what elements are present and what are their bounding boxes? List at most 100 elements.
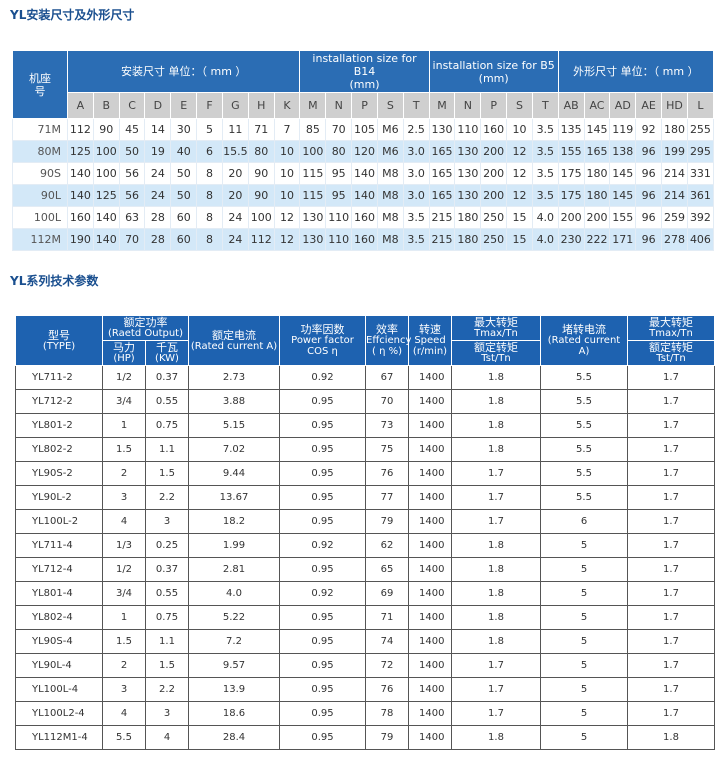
table-cell: 160 — [351, 206, 378, 229]
table-cell: 1/2 — [102, 557, 146, 582]
group-header: installation size for B14 (mm) — [299, 50, 430, 93]
table-cell: 215 — [428, 228, 456, 251]
table-cell: 3.0 — [402, 184, 430, 207]
table-cell: 0.95 — [279, 701, 366, 726]
table-row: YL90S-2 2 1.5 9.44 0.95 76 1400 1.7 5.5 1.7 — [15, 461, 715, 486]
table-cell: 130 — [299, 228, 327, 251]
table-cell: 140 — [351, 162, 378, 185]
table-cell: 24 — [221, 228, 249, 251]
table-cell: 145 — [583, 118, 611, 141]
table-cell: 3/4 — [102, 389, 146, 414]
table-cell: YL801-2 — [15, 413, 103, 438]
table-cell: 5.5 — [102, 725, 146, 750]
table-cell: 100 — [92, 162, 120, 185]
table-cell: 74 — [365, 629, 409, 654]
table-cell: YL90S-2 — [15, 461, 103, 486]
table-cell: 1/3 — [102, 533, 146, 558]
table-cell: 1 — [102, 605, 146, 630]
table-cell: 5 — [196, 118, 223, 141]
header-line: Tst/Tn — [656, 353, 686, 364]
header-line: 型号 — [48, 328, 70, 342]
parameter-table: 型号 (TYPE) 额定功率 (Raetd Output) 额定电流 (Rated cur… — [15, 315, 715, 750]
column-header: P — [351, 92, 378, 119]
table-cell: M6 — [376, 140, 404, 163]
table-cell: 1400 — [408, 437, 452, 462]
table-cell: 115 — [299, 184, 327, 207]
table-cell: 1.7 — [627, 701, 715, 726]
header-cell: 最大转矩 Tmax/Tn — [627, 315, 715, 341]
table-cell: 140 — [67, 184, 94, 207]
table-cell: 92 — [635, 118, 663, 141]
table-cell: 1.7 — [627, 677, 715, 702]
table-cell: 1.8 — [451, 581, 541, 606]
table-cell: 199 — [661, 140, 688, 163]
table-cell: 0.75 — [145, 605, 189, 630]
table-cell: 214 — [661, 184, 688, 207]
column-header: N — [325, 92, 353, 119]
table-cell: 50 — [170, 184, 198, 207]
table-cell: 1400 — [408, 605, 452, 630]
table-cell: 1.7 — [627, 413, 715, 438]
table-cell: 0.92 — [279, 581, 366, 606]
table-cell: 75 — [365, 437, 409, 462]
table-cell: 0.95 — [279, 437, 366, 462]
table-cell: 96 — [635, 140, 663, 163]
table-cell: 5 — [540, 677, 628, 702]
table-cell: 13.67 — [188, 485, 280, 510]
table-cell: 130 — [454, 140, 482, 163]
table-cell: 171 — [609, 228, 637, 251]
table-cell: 0.95 — [279, 509, 366, 534]
table-cell: 5.5 — [540, 437, 628, 462]
table-cell: 0.95 — [279, 557, 366, 582]
table-cell: 6 — [196, 140, 223, 163]
table-cell: YL90S-4 — [15, 629, 103, 654]
table-row: YL100L2-4 4 3 18.6 0.95 78 1400 1.7 5 1.7 — [15, 701, 715, 726]
table-cell: 140 — [92, 206, 120, 229]
table-cell: 1.7 — [451, 485, 541, 510]
table-cell: 1.99 — [188, 533, 280, 558]
table-cell: 62 — [365, 533, 409, 558]
table-cell: 5.22 — [188, 605, 280, 630]
table-cell: 1.7 — [451, 653, 541, 678]
table-cell: 1.7 — [627, 365, 715, 390]
table-cell: 5 — [540, 725, 628, 750]
table-cell: 1.7 — [627, 461, 715, 486]
table-cell: 112 — [67, 118, 94, 141]
table-cell: 160 — [480, 118, 508, 141]
table-cell: 95 — [325, 184, 353, 207]
header-line: 转速 — [419, 323, 441, 336]
column-header: C — [118, 92, 146, 119]
table-cell: 1.1 — [145, 629, 189, 654]
table-cell: 5 — [540, 533, 628, 558]
table-row: YL802-4 1 0.75 5.22 0.95 71 1400 1.8 5 1.7 — [15, 605, 715, 630]
table-cell: 105 — [351, 118, 378, 141]
table-cell: 5.15 — [188, 413, 280, 438]
table-cell: 295 — [686, 140, 715, 163]
table-cell: 130 — [428, 118, 456, 141]
table-cell: 96 — [635, 206, 663, 229]
table-cell: 140 — [92, 228, 120, 251]
table-cell: 0.95 — [279, 461, 366, 486]
table-cell: 96 — [635, 228, 663, 251]
table-cell: 1.1 — [145, 437, 189, 462]
table-cell: 3.5 — [531, 140, 559, 163]
header-line: 额定转矩 — [474, 341, 518, 354]
table-cell: 50 — [170, 162, 198, 185]
table-cell: 3.5 — [402, 228, 430, 251]
table-row: YL90S-4 1.5 1.1 7.2 0.95 74 1400 1.8 5 1.7 — [15, 629, 715, 654]
table-cell: 3.88 — [188, 389, 280, 414]
table-cell: 125 — [92, 184, 120, 207]
table-cell: 3.0 — [402, 140, 430, 163]
header-line: Speed — [414, 335, 446, 346]
column-header: M — [299, 92, 327, 119]
table-cell: 175 — [557, 162, 585, 185]
table-row: YL711-2 1/2 0.37 2.73 0.92 67 1400 1.8 5.5 1.7 — [15, 365, 715, 390]
table-cell: 140 — [67, 162, 94, 185]
table-cell: 222 — [583, 228, 611, 251]
column-header: F — [196, 92, 223, 119]
table-cell: 67 — [365, 365, 409, 390]
table-cell: YL712-2 — [15, 389, 103, 414]
table-cell: 7 — [273, 118, 301, 141]
table-cell: 10 — [273, 140, 301, 163]
table-row: 112M 190 140 70 28 60 8 24 112 12 130 110 160 M8 3.5 21… — [12, 228, 715, 251]
